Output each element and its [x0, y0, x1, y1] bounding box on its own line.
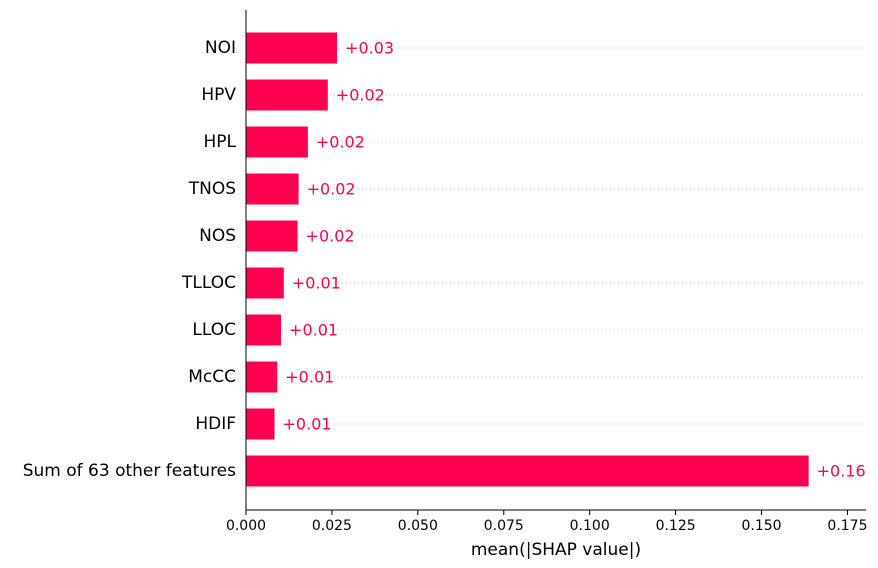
value-label: +0.02 — [336, 86, 385, 105]
bar — [246, 455, 809, 487]
value-label: +0.01 — [289, 321, 338, 340]
category-label: LLOC — [192, 320, 236, 340]
bar — [246, 267, 284, 299]
bar — [246, 314, 282, 346]
x-tick-label: 0.125 — [656, 518, 696, 534]
bar — [246, 32, 338, 64]
value-label: +0.03 — [345, 39, 394, 58]
bar — [246, 173, 299, 205]
bar — [246, 408, 275, 440]
value-label: +0.02 — [316, 133, 365, 152]
category-label: Sum of 63 other features — [23, 461, 236, 481]
category-label: McCC — [188, 367, 236, 387]
bar — [246, 79, 328, 111]
x-axis-title: mean(|SHAP value|) — [471, 540, 641, 560]
bar — [246, 361, 278, 393]
x-tick-label: 0.025 — [312, 518, 352, 534]
category-label: HPV — [201, 85, 236, 105]
value-label: +0.16 — [817, 462, 866, 481]
category-label: NOS — [199, 226, 236, 246]
category-label: TNOS — [188, 179, 236, 199]
category-label: TLLOC — [181, 273, 236, 293]
x-tick-label: 0.150 — [742, 518, 782, 534]
bar — [246, 220, 298, 252]
value-label: +0.01 — [285, 368, 334, 387]
x-tick-label: 0.075 — [484, 518, 524, 534]
x-tick-label: 0.175 — [827, 518, 867, 534]
x-tick-label: 0.050 — [398, 518, 438, 534]
x-axis-ticks: 0.000 0.025 0.050 0.075 0.100 0.125 0.150 0.175 — [226, 510, 868, 534]
bars — [246, 32, 809, 487]
category-labels: NOI HPV HPL TNOS NOS TLLOC LLOC McCC HDIF Sum of … — [23, 38, 237, 481]
x-tick-label: 0.000 — [226, 518, 266, 534]
grid-lines — [246, 47, 866, 425]
value-labels: +0.03 +0.02 +0.02 +0.02 +0.02 +0.01 +0.01 +0.01… — [283, 39, 866, 481]
value-label: +0.02 — [306, 227, 355, 246]
bar — [246, 126, 308, 158]
category-label: NOI — [205, 38, 236, 58]
axes — [245, 10, 866, 511]
value-label: +0.01 — [292, 274, 341, 293]
value-label: +0.02 — [307, 180, 356, 199]
value-label: +0.01 — [283, 415, 332, 434]
category-label: HPL — [203, 132, 236, 152]
x-tick-label: 0.100 — [570, 518, 610, 534]
category-label: HDIF — [195, 414, 236, 434]
